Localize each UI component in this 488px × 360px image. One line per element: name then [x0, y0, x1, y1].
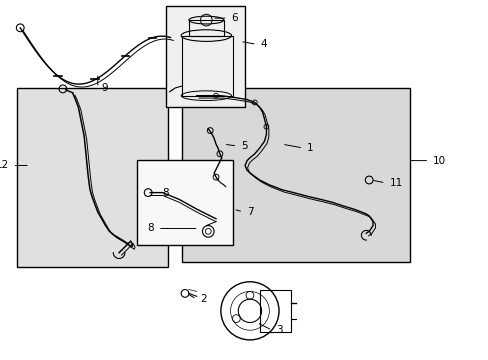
Text: 1: 1 — [306, 143, 313, 153]
Bar — [188, 20, 224, 36]
Text: 2: 2 — [200, 294, 207, 304]
Text: 9: 9 — [102, 83, 108, 93]
Bar — [182, 36, 232, 96]
Text: 3: 3 — [276, 325, 282, 335]
Text: 4: 4 — [260, 39, 267, 49]
Text: 8: 8 — [162, 188, 168, 198]
Bar — [136, 159, 233, 245]
Bar — [259, 289, 290, 332]
Bar — [17, 88, 167, 267]
Text: 11: 11 — [389, 178, 402, 188]
Bar — [165, 5, 244, 107]
Text: 7: 7 — [246, 207, 253, 217]
Text: 8: 8 — [147, 224, 154, 234]
Bar — [182, 88, 409, 262]
Text: 5: 5 — [241, 141, 247, 151]
Text: 6: 6 — [231, 13, 238, 23]
Text: 10: 10 — [432, 156, 446, 166]
Text: 12: 12 — [0, 161, 9, 171]
